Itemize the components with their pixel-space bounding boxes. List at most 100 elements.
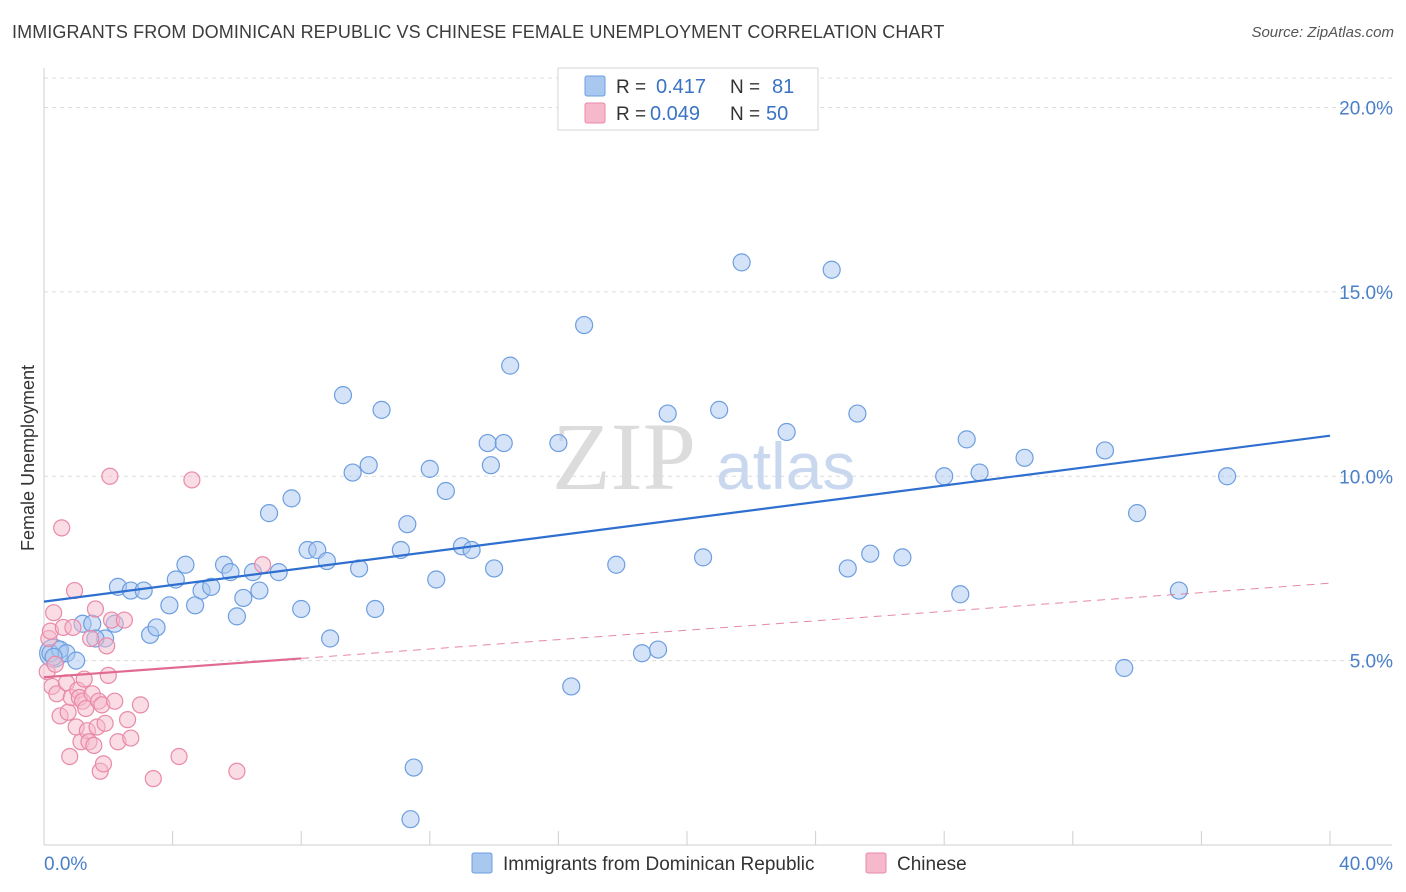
y-axis-title: Female Unemployment [18,365,38,551]
data-point-dominican [404,758,423,777]
data-point-dominican [478,433,497,453]
data-point-dominican [1095,441,1115,460]
series-label-chinese: Chinese [897,854,967,875]
data-point-chinese [98,637,116,655]
data-point-chinese [94,755,113,773]
data-point-chinese [85,736,103,755]
data-point-dominican [970,463,989,482]
data-point-dominican [549,433,568,453]
data-point-dominican [710,400,729,419]
legend-row-pink: R = 0.049 N = 50 [584,102,788,125]
data-point-dominican [176,555,195,574]
data-point-dominican [343,463,362,482]
data-point-dominican [648,640,668,659]
data-point-chinese [45,604,63,622]
data-point-dominican [333,386,353,405]
data-point-dominican [227,607,246,626]
data-point-dominican [838,559,857,578]
x-tick-labels: 0.0% 40.0% [44,854,1393,875]
data-point-dominican [1015,448,1034,467]
data-point-dominican [147,618,166,637]
data-point-chinese [183,471,201,489]
data-point-chinese [82,629,100,648]
data-points [38,253,1237,829]
y-tick-label: 20.0% [1339,99,1393,120]
data-point-dominican [234,588,253,608]
data-point-dominican [462,540,481,560]
data-point-dominican [935,467,954,486]
data-point-dominican [259,504,279,523]
data-point-dominican [427,570,446,589]
legend-n-value-pink: 50 [766,103,788,125]
data-point-dominican [436,481,455,501]
y-tick-label: 15.0% [1339,283,1393,304]
data-point-dominican [160,596,179,615]
series-label-dominican: Immigrants from Dominican Republic [503,854,815,875]
data-point-dominican [202,577,221,596]
data-point-chinese [99,666,117,684]
data-point-chinese [115,611,133,629]
data-point-dominican [861,544,880,563]
data-point-dominican [1218,467,1237,486]
watermark-atlas: atlas [716,429,855,503]
legend-n-label-blue: N = [730,77,760,98]
data-point-dominican [481,456,500,475]
data-point-dominican [250,581,269,600]
legend-n-label-pink: N = [730,104,760,125]
data-point-dominican [420,459,439,478]
chart-title: IMMIGRANTS FROM DOMINICAN REPUBLIC VS CH… [12,22,945,42]
data-point-dominican [693,548,713,567]
series-swatch-chinese [865,852,887,874]
legend-r-value-pink: 0.049 [650,103,700,125]
source-label: Source: ZipAtlas.com [1251,24,1394,41]
data-point-dominican [494,433,513,453]
data-point-dominican [607,555,626,574]
data-point-dominican [893,548,912,567]
data-point-dominican [401,810,420,829]
trend-line-chinese-solid [43,657,302,679]
data-point-chinese [61,747,79,766]
data-point-chinese [46,655,64,673]
data-point-dominican [321,629,340,648]
series-swatch-dominican [471,852,493,874]
data-point-dominican [1169,581,1188,600]
data-point-chinese [106,692,124,710]
data-point-dominican [359,456,378,475]
legend-swatch-pink [584,102,606,124]
data-point-chinese [131,696,150,714]
y-tick-label: 10.0% [1339,467,1393,488]
data-point-chinese [144,770,162,788]
data-point-chinese [59,703,77,721]
data-point-dominican [1127,504,1147,523]
legend-r-value-blue: 0.417 [656,76,706,98]
axes [43,68,1392,846]
legend-row-blue: R = 0.417 N = 81 [584,75,794,98]
data-point-chinese [118,711,137,729]
data-point-dominican [822,260,841,279]
data-point-dominican [848,404,867,423]
data-point-dominican [372,400,391,419]
data-point-chinese [64,618,82,637]
data-point-chinese [228,762,246,780]
data-point-dominican [562,677,581,696]
data-point-dominican [957,430,976,449]
trend-lines [43,434,1331,679]
data-point-dominican [951,585,970,604]
trend-line-dominican [43,434,1331,603]
series-legend: Immigrants from Dominican Republic Chine… [471,852,967,875]
data-point-chinese [101,467,119,485]
data-point-dominican [658,404,677,423]
data-point-chinese [170,747,188,766]
data-point-chinese [254,556,272,574]
trend-line-chinese-dashed [301,582,1331,659]
data-point-dominican [398,515,417,534]
data-point-dominican [632,644,652,663]
x-tick-label: 40.0% [1339,854,1393,875]
data-point-chinese [53,519,71,537]
data-point-dominican [67,651,86,670]
x-tick-label: 0.0% [44,854,87,875]
data-point-dominican [777,422,796,442]
data-point-dominican [732,253,751,272]
data-point-chinese [122,729,140,747]
